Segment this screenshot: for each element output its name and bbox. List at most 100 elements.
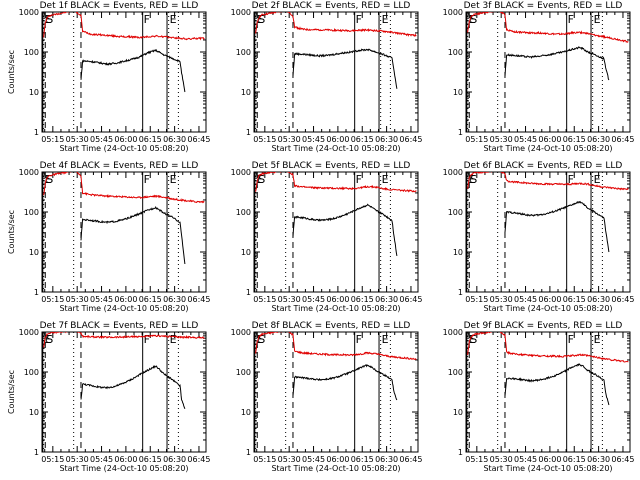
series-line-lld	[255, 12, 417, 37]
marker-label: S	[46, 333, 53, 346]
series-line-events	[80, 365, 186, 409]
y-tick-label: 1	[246, 128, 251, 137]
x-tick-label: 05:30	[66, 455, 89, 464]
y-tick-label: 1000	[443, 328, 463, 337]
y-tick-label: 1000	[19, 328, 39, 337]
y-tick-label: 1000	[443, 8, 463, 17]
marker-label: E	[45, 333, 52, 346]
series-line-events	[292, 364, 398, 401]
marker-label: F	[568, 173, 574, 186]
x-tick-label: 05:30	[278, 135, 301, 144]
x-tick-label: 06:15	[351, 295, 374, 304]
x-tick-label: 05:45	[514, 295, 537, 304]
x-tick-label: 05:15	[41, 455, 64, 464]
marker-label: F	[356, 13, 362, 26]
y-tick-label: 1000	[443, 168, 463, 177]
plot-frame	[465, 331, 631, 453]
x-axis-label: Start Time (24-Oct-10 05:08:20)	[271, 464, 400, 473]
marker-label: F	[144, 13, 150, 26]
x-tick-label: 05:30	[66, 135, 89, 144]
marker-label: S	[258, 173, 265, 186]
x-tick-label: 06:00	[538, 135, 561, 144]
series-line-lld	[467, 12, 629, 43]
y-tick-label: 10	[453, 88, 463, 97]
x-axis-label: Start Time (24-Oct-10 05:08:20)	[59, 464, 188, 473]
marker-label: F	[356, 333, 362, 346]
marker-label: E	[45, 173, 52, 186]
marker-label: S	[258, 13, 265, 26]
series-line-events	[504, 200, 610, 253]
y-tick-label: 100	[448, 48, 463, 57]
series-line-lld	[255, 172, 417, 193]
detector-panel-2: Det 2f BLACK = Events, RED = LLD 1 10 100 10…	[231, 1, 423, 153]
panel-title: Det 9f BLACK = Events, RED = LLD	[464, 321, 623, 331]
x-tick-label: 05:45	[90, 135, 113, 144]
x-axis-label: Start Time (24-Oct-10 05:08:20)	[271, 144, 400, 153]
x-tick-label: 06:00	[114, 295, 137, 304]
x-tick-label: 05:30	[66, 295, 89, 304]
series-line-lld	[255, 332, 417, 361]
marker-label: E	[382, 13, 389, 26]
y-tick-label: 1	[34, 288, 39, 297]
x-tick-label: 05:30	[490, 455, 513, 464]
x-tick-label: 06:00	[326, 135, 349, 144]
x-tick-label: 06:00	[538, 295, 561, 304]
x-tick-label: 05:15	[41, 135, 64, 144]
marker-label: E	[382, 173, 389, 186]
marker-label: E	[257, 333, 264, 346]
x-axis-label: Start Time (24-Oct-10 05:08:20)	[271, 304, 400, 313]
marker-label: E	[469, 173, 476, 186]
x-tick-label: 06:15	[563, 135, 586, 144]
y-tick-label: 100	[236, 368, 251, 377]
y-tick-label: 10	[453, 408, 463, 417]
series-line-events	[292, 203, 398, 256]
series-line-events	[504, 46, 610, 81]
x-tick-label: 05:45	[90, 295, 113, 304]
y-tick-label: 10	[29, 408, 39, 417]
marker-label: E	[469, 333, 476, 346]
plot-frame	[465, 171, 631, 293]
x-tick-label: 05:15	[465, 295, 488, 304]
x-tick-label: 05:30	[490, 135, 513, 144]
y-tick-label: 100	[448, 368, 463, 377]
series-line-events	[504, 363, 610, 406]
x-tick-label: 06:00	[326, 455, 349, 464]
x-tick-label: 05:15	[253, 295, 276, 304]
detector-panel-7: Det 7f BLACK = Events, RED = LLD 1 10 100 10…	[7, 321, 210, 473]
series-line-events	[80, 205, 186, 265]
y-tick-label: 1	[458, 448, 463, 457]
panel-title: Det 1f BLACK = Events, RED = LLD	[40, 1, 199, 11]
x-tick-label: 05:45	[90, 455, 113, 464]
marker-label: F	[568, 13, 574, 26]
x-tick-label: 05:45	[302, 135, 325, 144]
y-tick-label: 100	[24, 208, 39, 217]
y-tick-label: 10	[29, 248, 39, 257]
x-tick-label: 06:45	[611, 455, 634, 464]
y-tick-label: 1	[34, 128, 39, 137]
x-tick-label: 06:45	[187, 455, 210, 464]
panel-title: Det 4f BLACK = Events, RED = LLD	[40, 161, 199, 171]
x-tick-label: 05:45	[514, 135, 537, 144]
marker-label: F	[144, 333, 150, 346]
x-tick-label: 06:00	[114, 455, 137, 464]
x-axis-label: Start Time (24-Oct-10 05:08:20)	[483, 464, 612, 473]
x-tick-label: 05:15	[465, 135, 488, 144]
y-tick-label: 10	[241, 248, 251, 257]
series-line-lld	[43, 172, 205, 204]
x-tick-label: 06:30	[163, 135, 186, 144]
x-tick-label: 06:45	[611, 135, 634, 144]
y-axis-label: Counts/sec	[7, 370, 16, 414]
panel-title: Det 2f BLACK = Events, RED = LLD	[252, 1, 411, 11]
x-tick-label: 06:15	[139, 455, 162, 464]
y-tick-label: 10	[453, 248, 463, 257]
x-tick-label: 06:00	[114, 135, 137, 144]
series-line-lld	[467, 172, 629, 191]
y-tick-label: 1	[458, 288, 463, 297]
marker-label: E	[469, 13, 476, 26]
y-tick-label: 100	[236, 48, 251, 57]
x-tick-label: 05:30	[490, 295, 513, 304]
plot-frame	[41, 331, 207, 453]
marker-label: S	[470, 173, 477, 186]
x-tick-label: 05:30	[278, 295, 301, 304]
plot-frame	[253, 171, 419, 293]
